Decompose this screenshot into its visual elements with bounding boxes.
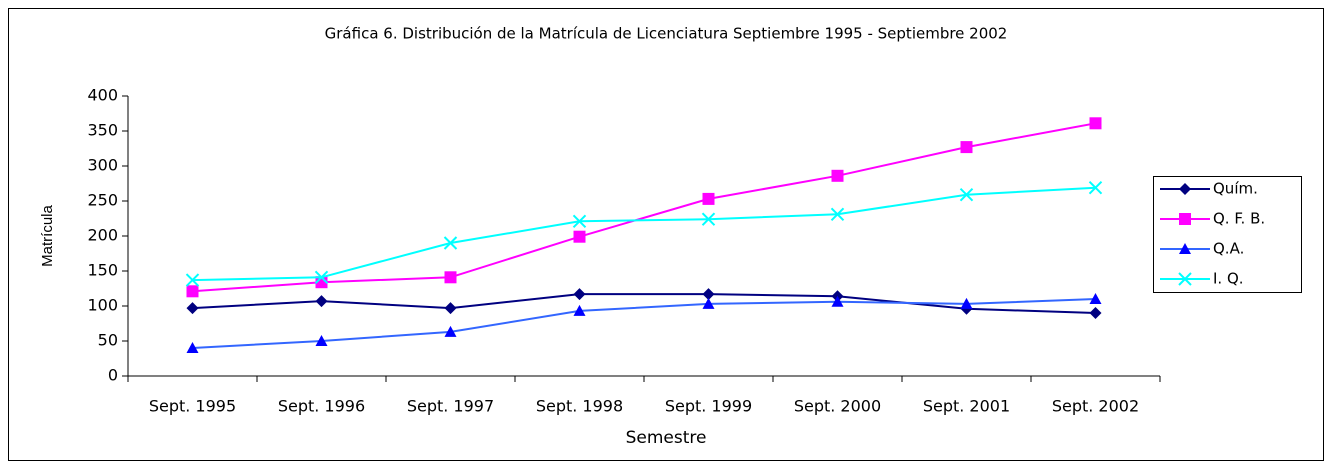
marker [1179,243,1191,254]
chart-border [8,8,1324,461]
x-tick-label: Sept. 1998 [536,397,623,416]
y-tick-label: 100 [87,296,118,315]
marker [444,325,457,337]
x-tick-label: Sept. 1996 [278,397,365,416]
series-line [192,293,1096,314]
x-tick-label: Sept. 1997 [407,397,494,416]
marker [701,212,716,226]
x-tick-label: Sept. 2000 [794,397,881,416]
y-axis-label: Matrícula [39,205,56,267]
marker [573,230,586,243]
marker [443,236,458,250]
marker [702,288,715,301]
marker [702,297,715,309]
x-tick-label: Sept. 2001 [923,397,1010,416]
legend-label: Q. F. B. [1213,210,1265,228]
y-tick-label: 200 [87,226,118,245]
y-tick-label: 300 [87,156,118,175]
legend-label: Quím. [1213,180,1258,198]
y-tick-label: 350 [87,121,118,140]
marker [572,214,587,229]
y-tick-label: 0 [108,366,118,385]
marker [1179,183,1191,195]
marker [830,207,845,222]
marker [185,273,200,287]
marker [315,335,328,346]
x-tick-label: Sept. 2002 [1052,397,1139,416]
marker [960,297,973,309]
marker [573,304,586,316]
series-line [192,122,1096,293]
marker [186,285,199,298]
legend-label: Q.A. [1213,240,1244,258]
marker [1179,213,1191,225]
marker [1089,117,1102,130]
x-tick-label: Sept. 1995 [149,397,236,416]
y-tick-label: 400 [87,86,118,105]
marker [1089,293,1102,304]
marker [960,141,973,154]
marker [1178,272,1192,286]
marker [314,270,329,285]
legend-box [1153,176,1302,293]
x-tick-label: Sept. 1999 [665,397,752,416]
y-tick-label: 50 [98,331,118,350]
marker [186,342,199,353]
marker [702,192,715,205]
y-tick-label: 250 [87,191,118,210]
x-axis-label: Semestre [626,428,707,448]
legend-label: I. Q. [1213,270,1244,288]
marker [831,295,844,307]
marker [1088,180,1103,195]
marker [1089,307,1102,319]
marker [444,302,457,315]
series-line [192,298,1096,349]
series-line [192,186,1096,282]
y-tick-label: 150 [87,261,118,280]
marker [831,169,844,182]
marker [573,288,586,301]
marker [186,302,199,315]
marker [315,295,328,308]
marker [444,271,457,284]
chart-title: Gráfica 6. Distribución de la Matrícula … [325,25,1008,43]
marker [959,187,974,202]
